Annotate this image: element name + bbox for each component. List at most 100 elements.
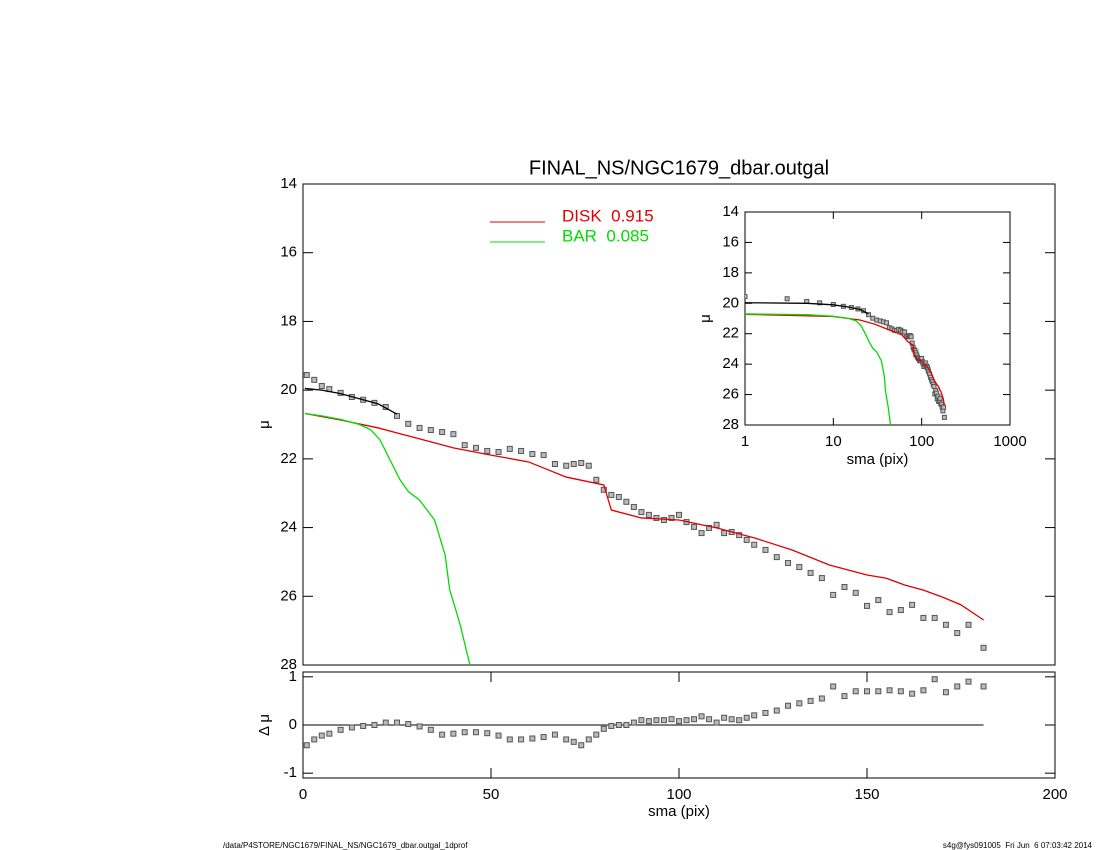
y-tick-label: 22 bbox=[280, 450, 297, 467]
data-point bbox=[638, 717, 645, 724]
data-point bbox=[461, 442, 468, 449]
data-point bbox=[416, 723, 423, 730]
data-point bbox=[796, 564, 803, 571]
data-point bbox=[751, 541, 758, 548]
data-point bbox=[954, 683, 961, 690]
data-point bbox=[728, 716, 735, 723]
data-point bbox=[303, 742, 310, 749]
data-point bbox=[540, 734, 547, 741]
data-point bbox=[980, 644, 987, 651]
plot-frame bbox=[302, 183, 1056, 666]
series-line bbox=[745, 302, 869, 315]
data-point bbox=[371, 722, 378, 728]
y-tick-label: 20 bbox=[722, 294, 739, 311]
data-point bbox=[394, 412, 400, 419]
data-point bbox=[743, 536, 750, 543]
data-point bbox=[818, 695, 825, 702]
y-tick-label: 26 bbox=[280, 587, 297, 604]
data-point bbox=[931, 384, 937, 390]
chart-title: FINAL_NS/NGC1679_dbar.outgal bbox=[529, 157, 829, 179]
data-point bbox=[623, 498, 630, 505]
data-point bbox=[773, 707, 780, 714]
data-point bbox=[416, 424, 423, 431]
data-point bbox=[751, 712, 758, 719]
data-point bbox=[743, 714, 750, 721]
x-tick-label: 150 bbox=[854, 786, 879, 803]
data-point bbox=[326, 730, 333, 737]
data-point bbox=[796, 700, 803, 707]
data-point bbox=[506, 736, 513, 743]
data-point bbox=[585, 462, 592, 469]
y-tick-label: 28 bbox=[722, 416, 739, 433]
legend-label: DISK 0.915 bbox=[562, 206, 654, 225]
data-point bbox=[608, 491, 615, 498]
data-point bbox=[551, 731, 558, 738]
data-point bbox=[405, 420, 412, 427]
y-tick-label: 14 bbox=[280, 175, 297, 192]
data-point bbox=[713, 521, 720, 528]
y-tick-label: 18 bbox=[722, 264, 739, 281]
plot-area bbox=[745, 294, 947, 425]
data-point bbox=[495, 448, 502, 455]
series-line bbox=[304, 412, 984, 621]
data-point bbox=[653, 514, 660, 521]
data-point bbox=[529, 735, 536, 742]
data-point bbox=[450, 431, 457, 438]
data-point bbox=[630, 719, 637, 726]
data-point bbox=[865, 312, 871, 318]
data-point bbox=[311, 376, 318, 383]
data-point bbox=[518, 447, 525, 454]
y-tick-label: 16 bbox=[280, 244, 297, 261]
y-tick-label: 20 bbox=[280, 381, 297, 398]
data-point bbox=[311, 736, 318, 743]
data-point bbox=[909, 601, 916, 608]
data-point bbox=[303, 372, 310, 379]
data-point bbox=[784, 296, 790, 302]
data-point bbox=[864, 688, 870, 695]
data-point bbox=[721, 714, 728, 721]
x-tick-label: 1 bbox=[741, 433, 749, 450]
data-point bbox=[807, 697, 814, 704]
y-tick-label: -1 bbox=[284, 764, 297, 781]
data-point bbox=[506, 445, 513, 452]
data-point bbox=[886, 687, 893, 694]
data-point bbox=[676, 718, 682, 725]
data-point bbox=[875, 688, 882, 695]
y-tick-label: 0 bbox=[289, 716, 297, 733]
y-tick-label: 26 bbox=[722, 386, 739, 403]
data-point bbox=[578, 742, 585, 749]
y-tick-label: 1 bbox=[289, 668, 297, 685]
data-point bbox=[875, 597, 882, 604]
data-point bbox=[551, 461, 558, 468]
data-point bbox=[870, 315, 876, 321]
data-point bbox=[600, 725, 607, 732]
data-point bbox=[745, 294, 748, 300]
data-point bbox=[864, 602, 870, 609]
data-point bbox=[941, 414, 947, 420]
data-point bbox=[698, 530, 705, 537]
data-point bbox=[909, 690, 916, 697]
data-point bbox=[518, 736, 525, 743]
data-point bbox=[941, 404, 947, 410]
series-line bbox=[304, 387, 398, 415]
data-point bbox=[472, 444, 479, 451]
data-point bbox=[668, 716, 675, 723]
data-point bbox=[785, 702, 792, 709]
data-point bbox=[965, 678, 972, 685]
data-point bbox=[713, 719, 720, 726]
x-tick-label: 100 bbox=[909, 433, 934, 450]
data-point bbox=[638, 509, 645, 516]
data-point bbox=[439, 731, 446, 738]
data-point bbox=[529, 451, 536, 458]
data-point bbox=[660, 517, 667, 524]
data-point bbox=[540, 452, 547, 459]
legend-label: BAR 0.085 bbox=[562, 226, 649, 245]
y-axis-label: μ bbox=[256, 420, 273, 429]
data-point bbox=[461, 729, 468, 736]
plot-area bbox=[303, 372, 987, 665]
data-point bbox=[691, 716, 698, 723]
data-point bbox=[645, 718, 652, 725]
data-point bbox=[570, 738, 577, 745]
y-tick-label: 24 bbox=[280, 519, 297, 536]
y-axis-label: Δ μ bbox=[256, 714, 273, 736]
